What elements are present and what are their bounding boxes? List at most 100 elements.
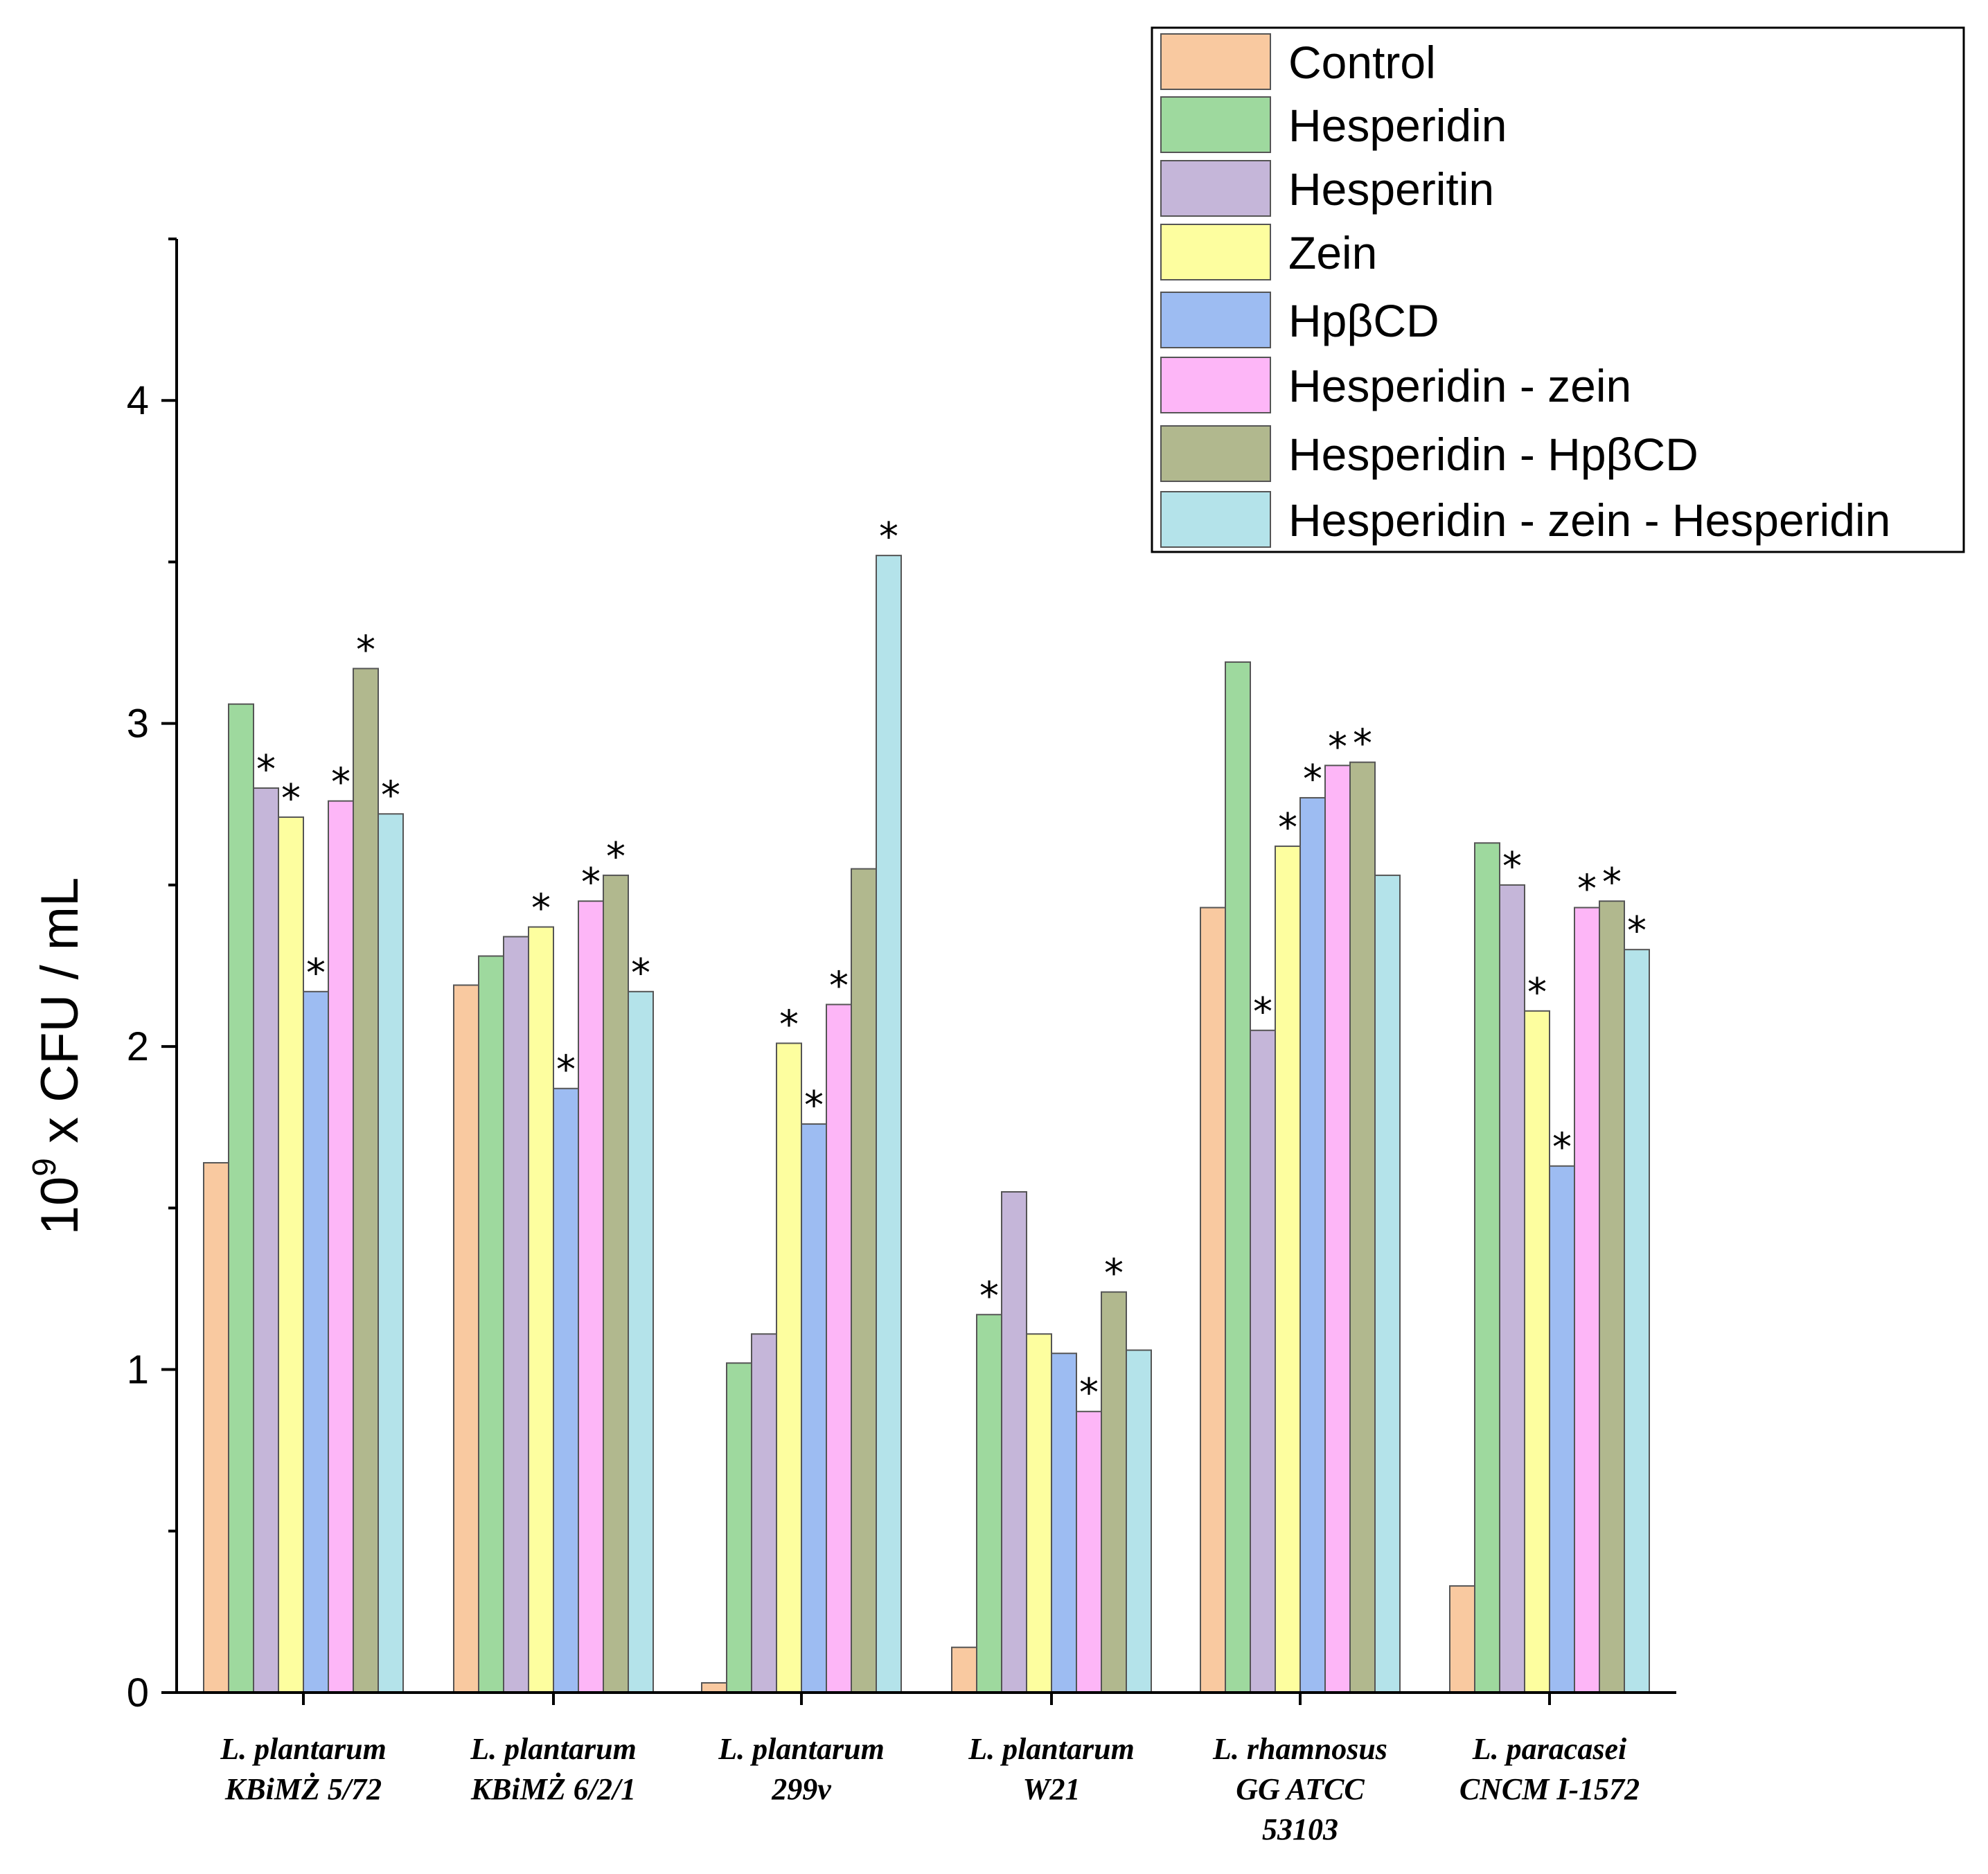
y-axis-label-base: 10 xyxy=(30,1177,89,1235)
bar-5-5 xyxy=(1574,908,1599,1693)
bar-2-3 xyxy=(1002,1192,1027,1693)
y-tick-label-0: 0 xyxy=(127,1670,149,1715)
star-5-0: * xyxy=(331,760,350,805)
bar-3-3 xyxy=(1027,1334,1051,1693)
x-category-labels-layer: L. plantarum KBiMŻ 5/72 L. plantarum KBiMŻ … xyxy=(220,1693,1640,1846)
bar-1-3 xyxy=(977,1314,1002,1693)
bar-5-4 xyxy=(1325,765,1350,1693)
legend: Control Hesperidin Hesperitin Zein HpβCD Hesp… xyxy=(1152,28,1964,552)
x-category-label-4-0: L. rhamnosus xyxy=(1212,1732,1387,1766)
bar-2-0 xyxy=(254,788,278,1693)
star-1-3: * xyxy=(979,1274,999,1319)
bar-3-4 xyxy=(1275,846,1300,1693)
bar-3-5 xyxy=(1525,1011,1550,1693)
bar-5-2 xyxy=(826,1004,851,1693)
bar-4-1 xyxy=(553,1089,578,1693)
bar-7-3 xyxy=(1126,1350,1151,1693)
y-tick-label-2: 2 xyxy=(127,1024,149,1069)
legend-label-1: Hesperidin xyxy=(1288,100,1507,151)
star-6-0: * xyxy=(356,627,375,672)
bar-7-4 xyxy=(1375,875,1400,1693)
legend-label-6: Hesperidin - HpβCD xyxy=(1288,429,1698,480)
y-tick-label-1: 1 xyxy=(127,1348,149,1393)
star-3-4: * xyxy=(1278,805,1297,850)
x-category-label-2-0: L. plantarum xyxy=(718,1732,885,1766)
bar-6-1 xyxy=(603,875,628,1693)
x-category-label-3-0: L. plantarum xyxy=(968,1732,1135,1766)
legend-swatch-1 xyxy=(1161,97,1270,152)
bar-6-4 xyxy=(1350,762,1375,1693)
y-axis-label-rest: x CFU / mL xyxy=(30,877,89,1158)
legend-label-4: HpβCD xyxy=(1288,295,1439,346)
legend-label-2: Hesperitin xyxy=(1288,163,1494,215)
bar-1-0 xyxy=(229,704,254,1693)
star-5-3: * xyxy=(1079,1371,1099,1416)
x-category-label-0-1: KBiMŻ 5/72 xyxy=(224,1772,382,1806)
bar-4-2 xyxy=(801,1124,826,1693)
star-4-5: * xyxy=(1552,1125,1572,1170)
y-axis-label-exponent: 9 xyxy=(26,1158,63,1177)
y-tick-label-3: 3 xyxy=(127,702,149,747)
star-3-2: * xyxy=(779,1002,799,1047)
legend-label-0: Control xyxy=(1288,37,1436,88)
bars-layer xyxy=(204,555,1649,1693)
star-6-1: * xyxy=(606,835,625,880)
star-5-1: * xyxy=(581,860,601,905)
star-5-5: * xyxy=(1577,867,1597,912)
bar-7-1 xyxy=(628,992,653,1693)
star-6-4: * xyxy=(1353,722,1372,767)
bar-0-2 xyxy=(702,1683,727,1693)
star-6-5: * xyxy=(1602,860,1622,905)
bar-0-1 xyxy=(454,985,479,1693)
bar-7-2 xyxy=(876,555,901,1693)
star-7-0: * xyxy=(381,773,400,818)
bar-4-3 xyxy=(1051,1353,1076,1693)
bar-3-1 xyxy=(529,927,553,1693)
bar-0-5 xyxy=(1450,1586,1475,1693)
legend-swatch-2 xyxy=(1161,161,1270,216)
legend-label-7: Hesperidin - zein - Hesperidin xyxy=(1288,494,1890,546)
legend-label-5: Hesperidin - zein xyxy=(1288,360,1631,411)
bar-2-1 xyxy=(504,937,529,1693)
x-category-label-2-1: 299v xyxy=(771,1772,831,1806)
bar-5-3 xyxy=(1076,1411,1101,1693)
star-7-1: * xyxy=(631,951,650,996)
bar-1-1 xyxy=(479,956,504,1693)
legend-swatch-7 xyxy=(1161,492,1270,547)
bar-1-2 xyxy=(727,1363,752,1693)
star-2-4: * xyxy=(1253,990,1272,1035)
star-7-5: * xyxy=(1627,909,1647,954)
bar-4-0 xyxy=(303,992,328,1693)
bar-6-0 xyxy=(353,668,378,1693)
star-7-2: * xyxy=(879,515,898,560)
star-3-0: * xyxy=(281,776,301,821)
legend-swatch-0 xyxy=(1161,34,1270,89)
bar-2-5 xyxy=(1500,885,1525,1693)
bar-7-5 xyxy=(1624,949,1649,1693)
star-3-5: * xyxy=(1527,970,1547,1015)
y-tick-label-4: 4 xyxy=(127,378,149,423)
bar-2-2 xyxy=(752,1334,776,1693)
bar-0-0 xyxy=(204,1163,229,1693)
y-ticks-layer: 0 1 2 3 4 xyxy=(127,239,177,1715)
legend-swatch-6 xyxy=(1161,426,1270,481)
legend-label-3: Zein xyxy=(1288,227,1377,278)
bar-6-5 xyxy=(1599,901,1624,1693)
legend-swatch-4 xyxy=(1161,292,1270,348)
star-4-1: * xyxy=(556,1048,576,1093)
bar-2-4 xyxy=(1250,1030,1275,1693)
x-category-label-0-0: L. plantarum xyxy=(220,1732,387,1766)
bar-3-0 xyxy=(278,817,303,1693)
bar-1-4 xyxy=(1225,662,1250,1693)
star-4-4: * xyxy=(1303,757,1322,802)
x-category-label-5-0: L. paracasei xyxy=(1472,1732,1627,1766)
bar-6-2 xyxy=(851,869,876,1693)
x-category-label-4-1: GG ATCC xyxy=(1236,1772,1365,1806)
star-3-1: * xyxy=(531,886,551,931)
x-category-label-5-1: CNCM I-1572 xyxy=(1459,1772,1640,1806)
legend-swatch-5 xyxy=(1161,357,1270,413)
star-5-2: * xyxy=(829,963,849,1008)
bar-4-5 xyxy=(1550,1166,1574,1693)
star-2-5: * xyxy=(1502,844,1522,889)
bar-5-1 xyxy=(578,901,603,1693)
